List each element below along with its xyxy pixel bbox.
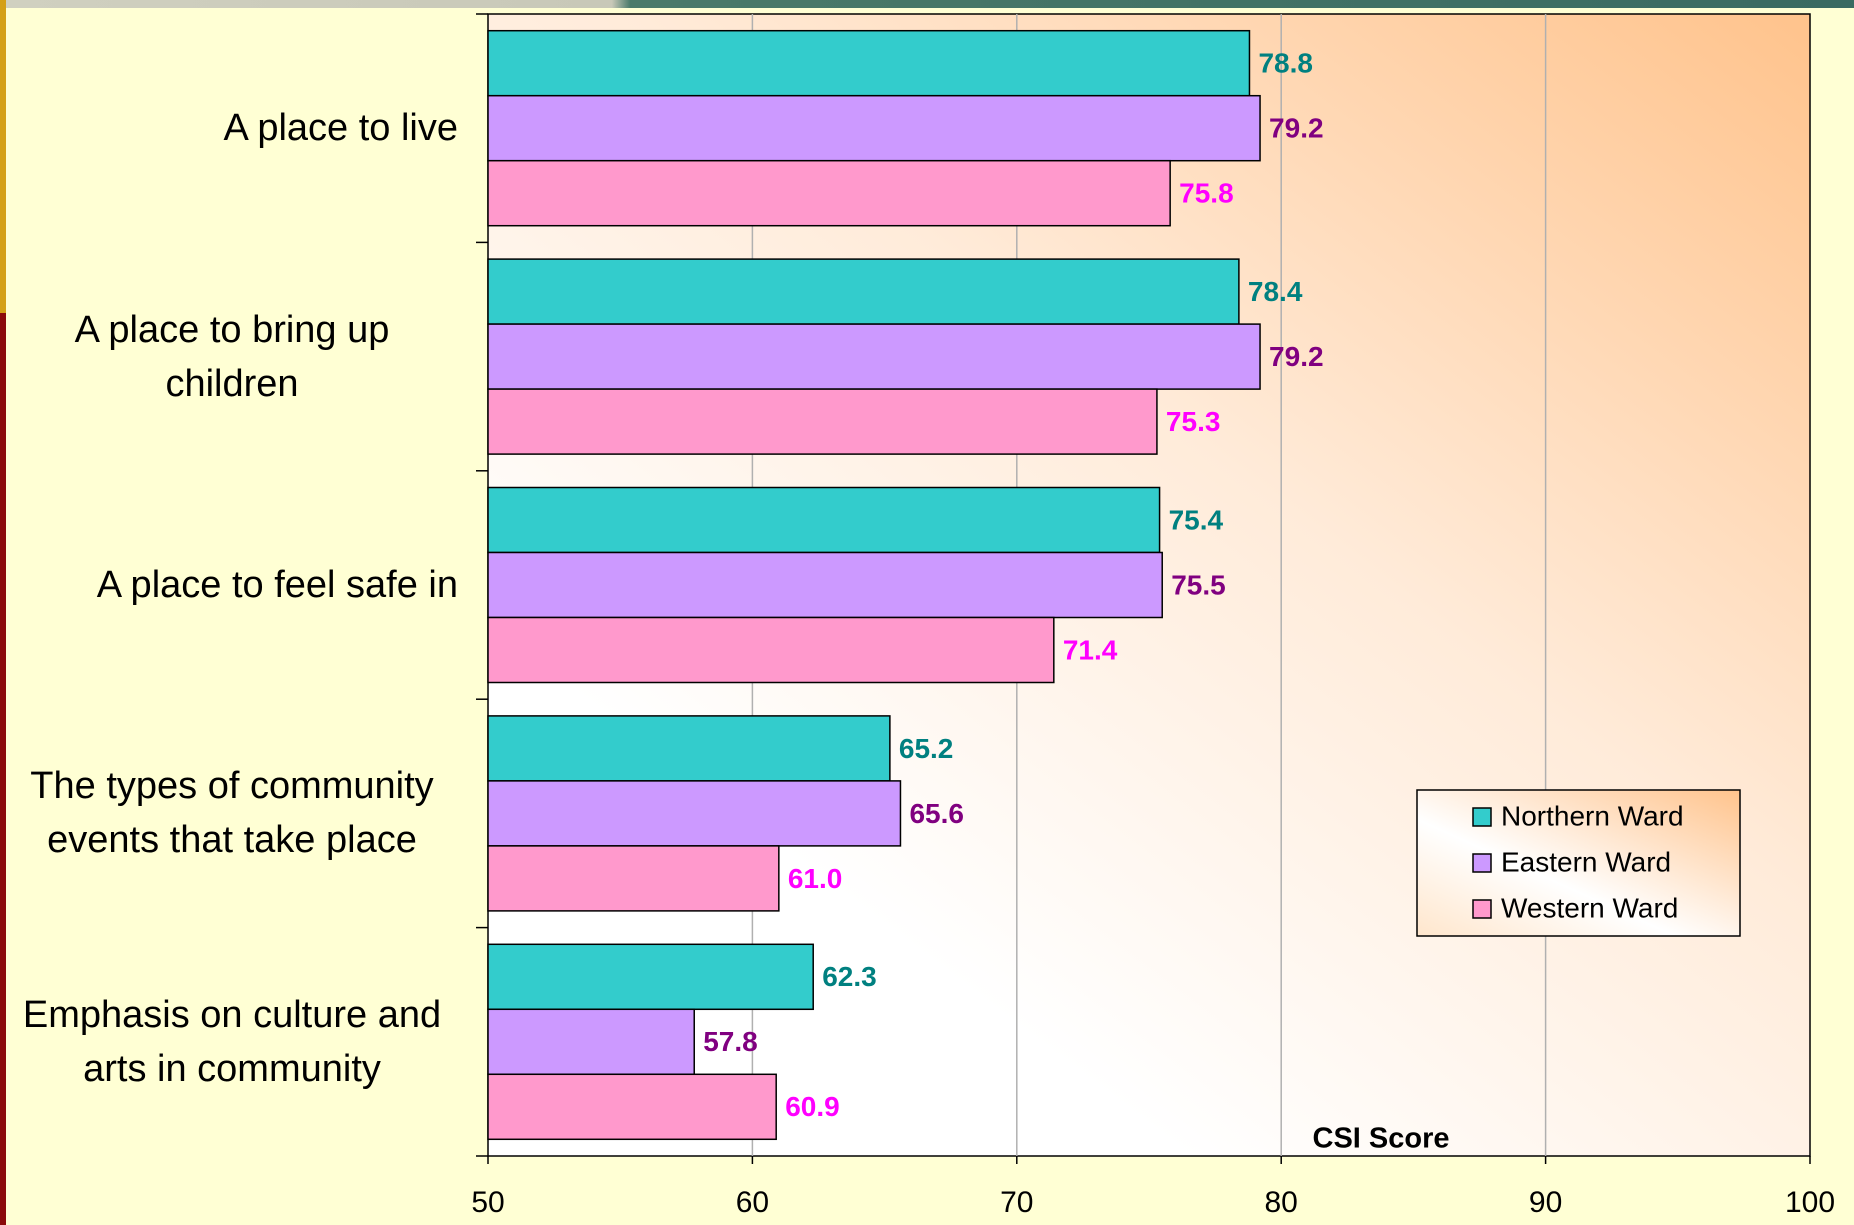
y-tick-label: A place to bring up children [74,308,390,405]
y-tick-label: The types of community events that take … [30,765,434,862]
data-label: 75.4 [1169,504,1224,535]
bar [487,388,1158,455]
bar [487,845,780,912]
x-tick-label: 100 [1785,1186,1835,1219]
data-label: 79.2 [1269,113,1324,144]
data-label: 65.6 [909,798,964,829]
y-tick-label: A place to feel safe in [96,563,458,606]
x-axis-title: CSI Score [1313,1123,1450,1155]
x-tick-label: 60 [736,1186,769,1219]
x-tick-label: 80 [1265,1186,1298,1219]
data-label: 61.0 [788,863,843,894]
bar [487,551,1163,619]
bar [487,94,1261,162]
bar [487,486,1161,554]
data-label: 71.4 [1063,634,1118,665]
x-tick-label: 50 [471,1186,504,1219]
legend-label: Western Ward [1501,892,1678,923]
bar [487,159,1171,227]
data-label: 75.3 [1166,406,1221,437]
data-label: 62.3 [822,961,877,992]
data-label: 78.8 [1258,48,1313,79]
bar [487,258,1240,325]
legend-swatch [1472,853,1492,873]
y-tick-label: A place to live [223,107,458,150]
bar [487,29,1251,97]
data-label: 78.4 [1248,276,1303,307]
bar [487,780,902,847]
y-tick-label-box: A place to bring up children [6,242,458,470]
data-label: 57.8 [703,1026,758,1057]
data-label: 75.5 [1171,569,1226,600]
y-tick-label-box: A place to feel safe in [6,471,458,699]
y-tick-label-box: A place to live [6,14,458,242]
data-label: 75.8 [1179,178,1234,209]
left-stripe-gold [0,0,6,313]
bar [487,943,814,1011]
y-tick-label-box: The types of community events that take … [6,699,458,927]
data-label: 79.2 [1269,341,1324,372]
legend-label: Eastern Ward [1501,846,1671,877]
x-tick-label: 70 [1000,1186,1033,1219]
bar [487,616,1055,684]
legend-label: Northern Ward [1501,800,1684,831]
bar [487,715,891,782]
bar [487,323,1261,390]
bar [487,1073,777,1141]
x-tick-label: 90 [1529,1186,1562,1219]
data-label: 65.2 [899,733,954,764]
y-tick-label-box: Emphasis on culture and arts in communit… [6,928,458,1156]
legend-swatch [1472,899,1492,919]
data-label: 60.9 [785,1091,840,1122]
y-tick-label: Emphasis on culture and arts in communit… [22,993,442,1090]
top-stripe [0,0,1854,8]
left-stripe [0,0,6,1225]
legend-swatch [1472,807,1492,827]
bar [487,1008,695,1076]
legend-box [1416,789,1741,937]
